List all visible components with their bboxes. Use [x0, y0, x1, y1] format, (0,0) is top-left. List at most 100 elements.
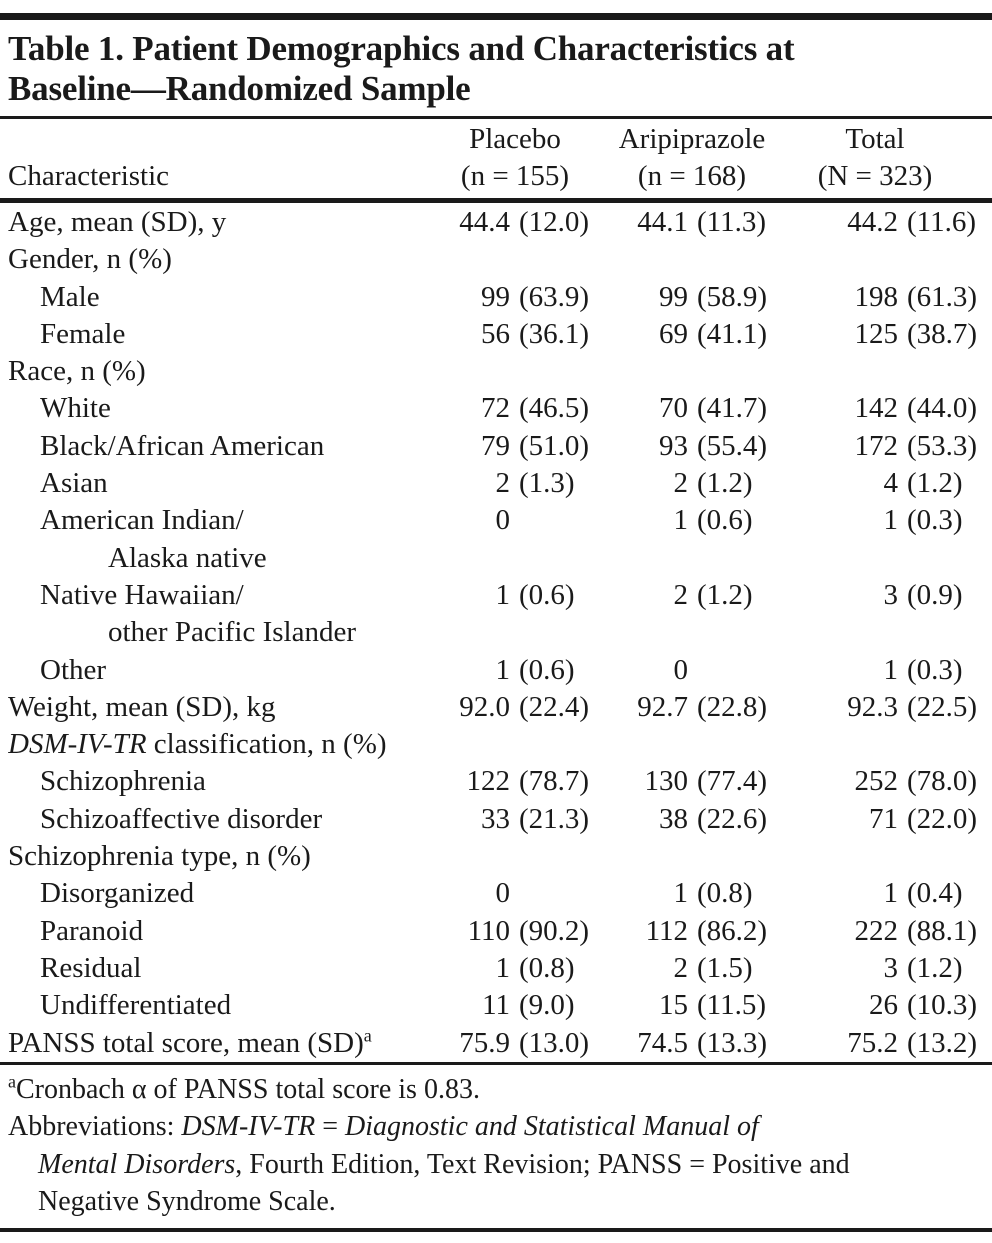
cell-total-count: 172	[854, 429, 899, 462]
cell-aripiprazole-count: 1	[673, 877, 689, 910]
row-label-text: White	[40, 392, 111, 425]
row-label-line-2: other Pacific Islander	[108, 616, 357, 649]
cell-aripiprazole-count: 69	[659, 317, 688, 350]
cell-placebo-count: 0	[495, 877, 511, 910]
cell-placebo-percent: (0.6)	[519, 578, 575, 611]
cell-total-percent: (13.2)	[907, 1026, 976, 1059]
footnote-text-italic: DSM-IV-TR	[181, 1111, 316, 1143]
footnote-line: Abbreviations: DSM-IV-TR = Diagnostic an…	[8, 1108, 984, 1146]
header-divider-rule	[0, 198, 992, 203]
cell-placebo-count: 110	[467, 914, 510, 947]
cell-placebo-count: 92.0	[459, 690, 510, 723]
cell-total-count: 252	[854, 765, 899, 798]
table-row: Schizophrenia 122 (78.7) 130 (77.4) 252 …	[0, 763, 992, 800]
cell-aripiprazole-count: 92.7	[637, 690, 688, 723]
row-label: PANSS total score, mean (SD)a	[8, 1025, 420, 1062]
row-label-text: Schizophrenia	[40, 765, 206, 798]
cell-total-count: 198	[854, 280, 899, 313]
table-row: DSM-IV-TR classification, n (%)	[0, 726, 992, 763]
cell-total-percent: (0.3)	[907, 653, 963, 686]
cell-total-count: 3	[883, 578, 899, 611]
cell-total-percent: (78.0)	[907, 765, 976, 798]
cell-placebo-percent: (0.8)	[519, 951, 575, 984]
cell-total-percent: (11.6)	[907, 206, 976, 238]
cell-placebo-percent: (78.7)	[519, 765, 590, 798]
cell-placebo-count: 11	[482, 989, 510, 1022]
cell-aripiprazole-percent: (77.4)	[697, 765, 768, 798]
row-label-text: Male	[40, 280, 100, 313]
footnote-text: , Fourth Edition, Text Revision; PANSS =…	[235, 1148, 850, 1180]
table-row: Age, mean (SD), y 44.4 (12.0) 44.1 (11.3…	[0, 204, 992, 241]
cell-aripiprazole-percent: (22.8)	[697, 690, 768, 723]
column-header-total: Total (N = 323)	[774, 121, 976, 195]
cell-aripiprazole-count: 38	[659, 802, 688, 835]
cell-aripiprazole-count: 2	[673, 467, 689, 500]
table-row: Gender, n (%)	[0, 241, 992, 278]
cell-total-count: 75.2	[847, 1026, 898, 1059]
cell-placebo-percent: (9.0)	[519, 989, 575, 1022]
row-label-text: Age, mean (SD), y	[8, 206, 227, 238]
cell-aripiprazole-percent: (11.5)	[697, 989, 766, 1022]
cell-total-percent: (88.1)	[907, 914, 976, 947]
table-row: White 72 (46.5) 70 (41.7) 142 (44.0)	[0, 390, 992, 427]
table-row: Black/African American 79 (51.0) 93 (55.…	[0, 428, 992, 465]
table-title-line-1: Table 1. Patient Demographics and Charac…	[8, 29, 795, 68]
cell-aripiprazole-count: 112	[645, 914, 688, 947]
cell-aripiprazole-count: 93	[659, 429, 688, 462]
cell-total-percent: (53.3)	[907, 429, 976, 462]
cell-total-percent: (0.4)	[907, 877, 963, 910]
row-label-text: Race, n (%)	[8, 355, 146, 388]
column-header-aripiprazole: Aripiprazole (n = 168)	[610, 121, 774, 195]
cell-placebo-count: 1	[495, 653, 511, 686]
table-row: American Indian/ Alaska native 0 1 (0.6)…	[0, 502, 992, 577]
cell-aripiprazole-percent: (86.2)	[697, 914, 768, 947]
row-label-text: Other	[40, 653, 107, 686]
table-row: Residual 1 (0.8) 2 (1.5) 3 (1.2)	[0, 950, 992, 987]
row-label-text: Residual	[40, 951, 142, 984]
cell-aripiprazole-count: 99	[659, 280, 688, 313]
cell-total-count: 1	[883, 877, 899, 910]
cell-aripiprazole-percent: (13.3)	[697, 1026, 768, 1059]
cell-placebo-percent: (36.1)	[519, 317, 590, 350]
top-rule	[0, 13, 992, 20]
cell-placebo-percent: (46.5)	[519, 392, 590, 425]
cell-placebo-count: 1	[495, 951, 511, 984]
cell-total-count: 125	[854, 317, 899, 350]
cell-total-count: 92.3	[847, 690, 898, 723]
row-label-text: Black/African American	[40, 429, 325, 462]
cell-total-count: 71	[869, 802, 898, 835]
row-label: White	[8, 390, 420, 427]
cell-total-percent: (38.7)	[907, 317, 976, 350]
table-row: Disorganized 0 1 (0.8) 1 (0.4)	[0, 875, 992, 912]
cell-total-count: 44.2	[847, 206, 898, 238]
column-header-placebo-name: Placebo	[469, 123, 561, 155]
row-label: Female	[8, 316, 420, 353]
cell-total-percent: (1.2)	[907, 951, 963, 984]
row-label-text: Native Hawaiian/	[40, 578, 244, 611]
cell-total-percent: (61.3)	[907, 280, 976, 313]
column-header-placebo-n: (n = 155)	[460, 160, 570, 192]
cell-aripiprazole-percent: (11.3)	[697, 206, 766, 238]
row-label: Weight, mean (SD), kg	[8, 689, 420, 726]
row-label: Asian	[8, 465, 420, 502]
cell-total-percent: (44.0)	[907, 392, 976, 425]
row-footnote-marker: a	[363, 1024, 372, 1045]
cell-aripiprazole-percent: (0.8)	[697, 877, 753, 910]
row-label-text: Disorganized	[40, 877, 195, 910]
cell-placebo-count: 122	[466, 765, 511, 798]
title-divider-rule	[0, 116, 992, 119]
table-row: Weight, mean (SD), kg 92.0 (22.4) 92.7 (…	[0, 689, 992, 726]
footnote-line: Mental Disorders, Fourth Edition, Text R…	[8, 1146, 984, 1184]
cell-aripiprazole-percent: (41.7)	[697, 392, 768, 425]
row-label: Disorganized	[8, 875, 420, 912]
row-label: Schizophrenia type, n (%)	[8, 838, 420, 875]
cell-aripiprazole-count: 2	[673, 578, 689, 611]
row-label: Race, n (%)	[8, 353, 420, 390]
table-row: Schizophrenia type, n (%)	[0, 838, 992, 875]
cell-placebo-count: 44.4	[459, 206, 510, 238]
cell-total-count: 142	[854, 392, 899, 425]
cell-total-percent: (22.0)	[907, 802, 976, 835]
table-title: Table 1. Patient Demographics and Charac…	[0, 20, 992, 116]
cell-aripiprazole-percent: (55.4)	[697, 429, 768, 462]
cell-aripiprazole-count: 2	[673, 951, 689, 984]
